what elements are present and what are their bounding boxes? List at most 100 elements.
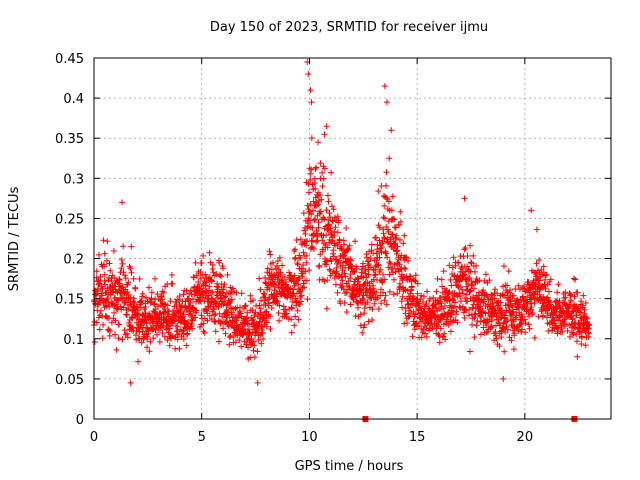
data-point [448,282,455,289]
data-point [187,299,194,306]
data-point [375,188,382,195]
data-point [470,252,477,259]
data-point [125,279,132,286]
data-point [446,288,453,295]
data-point [99,335,106,342]
data-point [481,278,488,285]
data-point [453,308,460,315]
data-point [466,306,473,313]
data-point [293,237,300,244]
data-point [133,336,140,343]
data-point [480,299,487,306]
data-point [140,324,147,331]
data-point [527,300,534,307]
data-point [300,280,307,287]
data-point [193,307,200,314]
data-point [221,281,228,288]
data-point [164,302,171,309]
data-point [482,271,489,278]
data-point [265,300,272,307]
data-point [132,285,139,292]
data-point [148,295,155,302]
data-point [362,268,369,275]
grid-lines [94,58,611,419]
data-point [450,254,457,261]
data-point [383,238,390,245]
data-point [315,139,322,146]
data-point [462,245,469,252]
data-point [508,337,515,344]
data-point [215,284,222,291]
data-point [517,301,524,308]
data-point [218,295,225,302]
data-point [388,127,395,134]
data-point [203,307,210,314]
data-point [503,323,510,330]
data-point [523,305,530,312]
data-point [395,222,402,229]
data-point [310,245,317,252]
data-point [250,297,257,304]
data-point [118,256,125,263]
data-point [317,251,324,258]
data-point [562,289,569,296]
y-tick-label: 0.4 [63,92,84,107]
data-point [103,257,110,264]
data-point [498,334,505,341]
data-point [536,281,543,288]
data-point [585,333,592,340]
data-point [310,207,317,214]
data-point [581,313,588,320]
data-point [515,282,522,289]
data-point [383,182,390,189]
data-point [307,201,314,208]
data-point [367,255,374,262]
data-point [100,321,107,328]
data-point [390,291,397,298]
y-axis-label: SRMTID / TECUs [7,187,22,292]
data-point [573,312,580,319]
data-point [553,298,560,305]
data-point [306,267,313,274]
y-tick-label: 0.35 [55,132,84,147]
data-point [156,338,163,345]
data-point [325,221,332,228]
data-point [383,194,390,201]
data-point [404,320,411,327]
data-point [288,329,295,336]
data-point [399,293,406,300]
data-point [584,321,591,328]
data-point [541,282,548,289]
data-point [208,295,215,302]
data-point [564,327,571,334]
data-point [328,203,335,210]
data-point [536,277,543,284]
data-point [185,297,192,304]
data-point [407,310,414,317]
data-point [381,276,388,283]
data-point [562,294,569,301]
data-point [327,214,334,221]
data-point [300,210,307,217]
data-point [410,308,417,315]
data-point [412,272,419,279]
data-point [474,318,481,325]
data-point [117,280,124,287]
data-point [348,257,355,264]
data-point [157,310,164,317]
data-point [479,307,486,314]
data-point [525,321,532,328]
data-point [436,339,443,346]
data-point [180,291,187,298]
data-point [578,341,585,348]
data-point [401,265,408,271]
data-point [365,261,372,268]
data-point [477,331,484,338]
data-point [166,342,173,349]
data-point [305,180,312,187]
data-point [408,283,415,290]
data-point [247,292,254,299]
data-point [300,261,307,268]
data-point [138,339,145,346]
x-tick-label: 0 [90,430,98,445]
